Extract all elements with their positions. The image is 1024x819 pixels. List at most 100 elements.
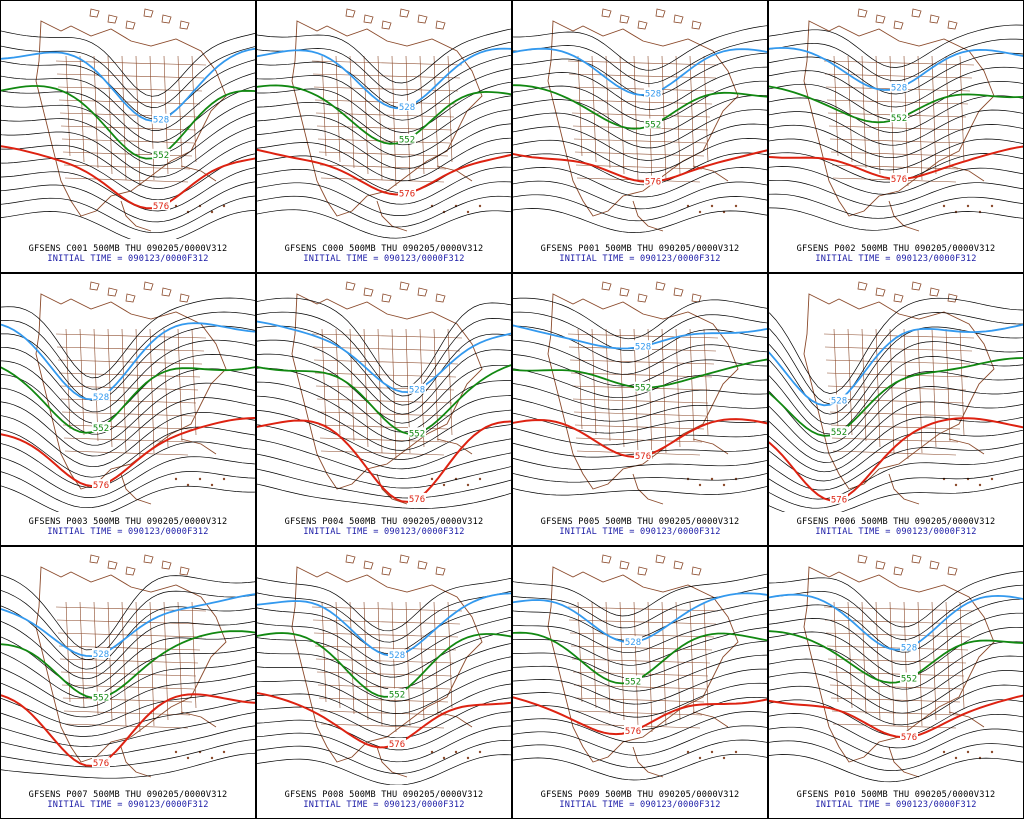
- red-contour-line: [513, 149, 767, 183]
- red-contour-line: [1, 145, 255, 210]
- contour-value-label: 552: [399, 136, 415, 146]
- forecast-panel-8: 528 552 576 GFSENS P006 500MB THU 090205/00…: [768, 273, 1024, 546]
- contour-value-label: 576: [645, 178, 661, 188]
- contour-value-label: 552: [389, 690, 405, 700]
- contour-value-label: 528: [389, 651, 405, 661]
- height-contour-map: 528 552 576: [769, 554, 1023, 783]
- green-contour-line: [1, 366, 255, 434]
- contour-value-label: 528: [625, 638, 641, 648]
- contour-value-label: 528: [153, 116, 169, 126]
- red-contour-line: [1, 693, 255, 767]
- panel-title: GFSENS P010 500MB THU 090205/0000V312: [796, 790, 996, 800]
- panel-initial-time: INITIAL TIME = 090123/0000F312: [815, 254, 977, 264]
- contour-lines: [769, 24, 1023, 231]
- green-contour-line: [513, 84, 767, 130]
- contour-value-label: 576: [891, 175, 907, 185]
- height-contour-map: 528 552 576: [1, 554, 255, 779]
- contour-value-label: 552: [635, 384, 651, 394]
- forecast-panel-7: 528 552 576 GFSENS P005 500MB THU 090205/00…: [512, 273, 768, 546]
- green-contour-line: [769, 357, 1023, 437]
- height-contour-map: 528 552 576: [1, 281, 255, 512]
- contour-value-label: 528: [399, 103, 415, 113]
- blue-contour-line: [1, 47, 255, 122]
- panel-title: GFSENS P001 500MB THU 090205/0000V312: [540, 244, 740, 254]
- contour-value-label: 552: [93, 424, 109, 434]
- panel-title: GFSENS P004 500MB THU 090205/0000V312: [284, 517, 484, 527]
- panel-initial-time: INITIAL TIME = 090123/0000F312: [303, 800, 465, 810]
- contour-value-label: 528: [93, 650, 109, 660]
- contour-value-label: 576: [901, 733, 917, 743]
- panel-title: GFSENS P009 500MB THU 090205/0000V312: [540, 790, 740, 800]
- panel-initial-time: INITIAL TIME = 090123/0000F312: [47, 527, 209, 537]
- contour-lines: [1, 297, 255, 512]
- contour-lines: [1, 574, 255, 779]
- red-contour-line: [257, 419, 511, 503]
- blue-contour-line: [1, 322, 255, 401]
- height-contour-map: 528 552 576: [513, 554, 767, 781]
- red-contour-line: [257, 692, 511, 749]
- panel-initial-time: INITIAL TIME = 090123/0000F312: [303, 527, 465, 537]
- red-contour-line: [1, 416, 255, 488]
- panel-title: GFSENS P008 500MB THU 090205/0000V312: [284, 790, 484, 800]
- contour-value-label: 576: [625, 727, 641, 737]
- red-contour-line: [769, 417, 1023, 502]
- north-america-map: [547, 8, 739, 232]
- green-contour-line: [257, 364, 511, 435]
- height-contour-map: 528 552 576: [513, 281, 767, 505]
- contour-value-label: 552: [645, 121, 661, 131]
- contour-value-label: 528: [901, 644, 917, 654]
- contour-value-label: 528: [891, 84, 907, 94]
- panel-initial-time: INITIAL TIME = 090123/0000F312: [47, 254, 209, 264]
- forecast-panel-5: 528 552 576 GFSENS P003 500MB THU 090205/00…: [0, 273, 256, 546]
- contour-value-label: 528: [645, 89, 661, 99]
- panel-title: GFSENS P005 500MB THU 090205/0000V312: [540, 517, 740, 527]
- panel-title: GFSENS P007 500MB THU 090205/0000V312: [28, 790, 228, 800]
- contour-lines: [769, 571, 1023, 783]
- red-contour-line: [769, 694, 1023, 739]
- panel-title: GFSENS C000 500MB THU 090205/0000V312: [284, 244, 484, 254]
- panel-title: GFSENS P006 500MB THU 090205/0000V312: [796, 517, 996, 527]
- contour-value-label: 552: [901, 674, 917, 684]
- contour-value-label: 552: [625, 677, 641, 687]
- contour-value-label: 576: [635, 452, 651, 462]
- forecast-panel-6: 528 552 576 GFSENS P004 500MB THU 090205/00…: [256, 273, 512, 546]
- forecast-panel-3: 528 552 576 GFSENS P001 500MB THU 090205/00…: [512, 0, 768, 273]
- contour-value-label: 576: [409, 495, 425, 505]
- panel-initial-time: INITIAL TIME = 090123/0000F312: [559, 254, 721, 264]
- panel-initial-time: INITIAL TIME = 090123/0000F312: [47, 800, 209, 810]
- contour-value-label: 576: [399, 189, 415, 199]
- panel-title: GFSENS P003 500MB THU 090205/0000V312: [28, 517, 228, 527]
- panel-initial-time: INITIAL TIME = 090123/0000F312: [559, 800, 721, 810]
- contour-value-label: 552: [831, 428, 847, 438]
- green-contour-line: [1, 630, 255, 699]
- blue-contour-line: [513, 47, 767, 96]
- contour-lines: [769, 297, 1023, 512]
- contour-value-label: 552: [93, 694, 109, 704]
- blue-contour-line: [257, 47, 511, 110]
- blue-contour-line: [257, 592, 511, 657]
- panel-title: GFSENS C001 500MB THU 090205/0000V312: [28, 244, 228, 254]
- height-contour-map: 528 552 576: [769, 281, 1023, 512]
- panel-initial-time: INITIAL TIME = 090123/0000F312: [559, 527, 721, 537]
- panel-initial-time: INITIAL TIME = 090123/0000F312: [815, 527, 977, 537]
- forecast-panel-12: 528 552 576 GFSENS P010 500MB THU 090205/00…: [768, 546, 1024, 819]
- contour-lines: [257, 577, 511, 785]
- contour-value-label: 552: [891, 114, 907, 124]
- north-america-map: [35, 554, 227, 778]
- forecast-panel-10: 528 552 576 GFSENS P008 500MB THU 090205/00…: [256, 546, 512, 819]
- contour-value-label: 576: [93, 759, 109, 769]
- green-contour-line: [257, 84, 511, 145]
- green-contour-line: [769, 630, 1023, 684]
- forecast-panel-11: 528 552 576 GFSENS P009 500MB THU 090205/00…: [512, 546, 768, 819]
- blue-contour-line: [769, 593, 1023, 651]
- red-contour-line: [257, 148, 511, 196]
- north-america-map: [547, 554, 739, 778]
- forecast-panel-9: 528 552 576 GFSENS P007 500MB THU 090205/00…: [0, 546, 256, 819]
- contour-value-label: 576: [93, 481, 109, 491]
- green-contour-line: [1, 85, 255, 160]
- contour-value-label: 528: [409, 386, 425, 396]
- height-contour-map: 528 552 576: [769, 8, 1023, 232]
- contour-value-label: 576: [389, 740, 405, 750]
- north-america-map: [291, 281, 483, 505]
